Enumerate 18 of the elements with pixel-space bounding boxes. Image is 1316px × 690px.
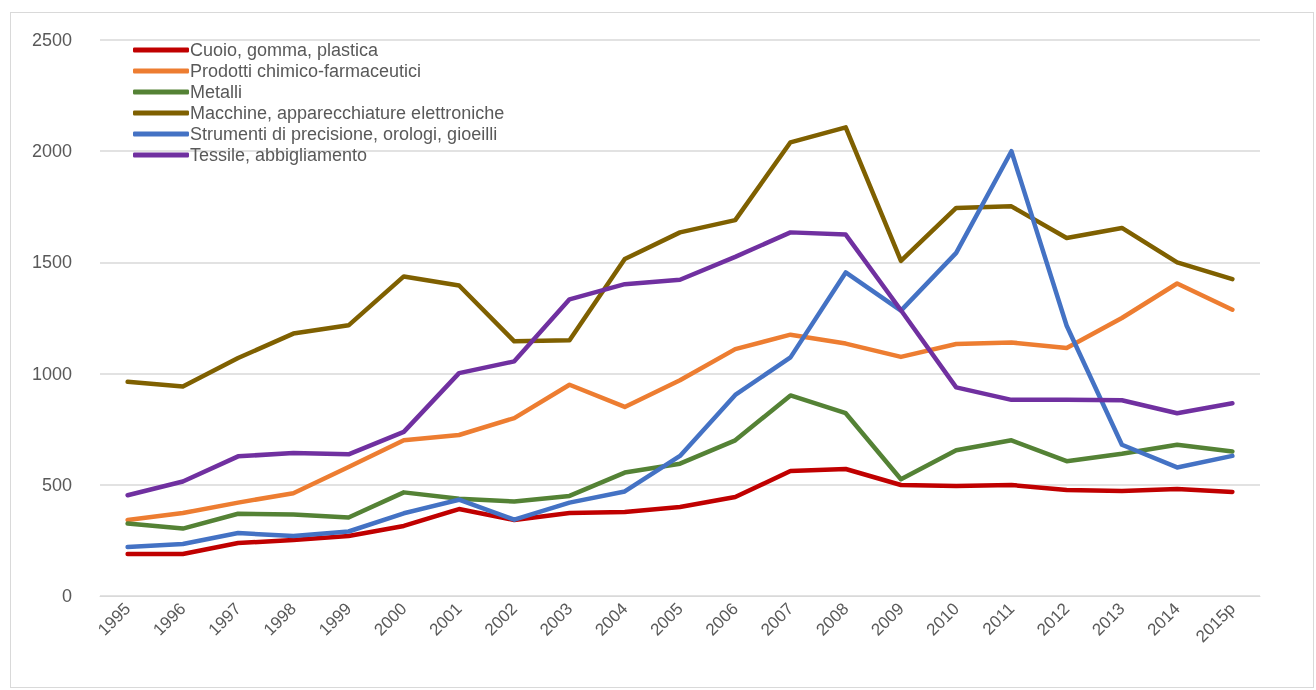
line-series: [125, 281, 1235, 523]
line-series: [125, 125, 1235, 389]
y-tick-label: 2000: [31, 141, 72, 162]
legend-label: Macchine, apparecchiature elettroniche: [190, 103, 505, 123]
line-series: [125, 148, 1235, 550]
legend-label: Cuoio, gomma, plastica: [190, 40, 380, 60]
line-series: [125, 466, 1235, 557]
line-series: [125, 393, 1235, 531]
y-tick-label: 0: [61, 586, 72, 606]
y-tick-label: 2500: [31, 30, 72, 50]
legend-label: Metalli: [190, 82, 243, 102]
y-tick-label: 500: [41, 474, 72, 495]
line-series: [125, 230, 1235, 498]
legend-label: Tessile, abbigliamento: [190, 145, 368, 165]
y-tick-label: 1500: [31, 252, 72, 273]
y-tick-label: 1000: [31, 363, 72, 384]
legend-label: Prodotti chimico-farmaceutici: [190, 61, 422, 81]
legend-label: Strumenti di precisione, orologi, gioeilli: [190, 124, 498, 144]
